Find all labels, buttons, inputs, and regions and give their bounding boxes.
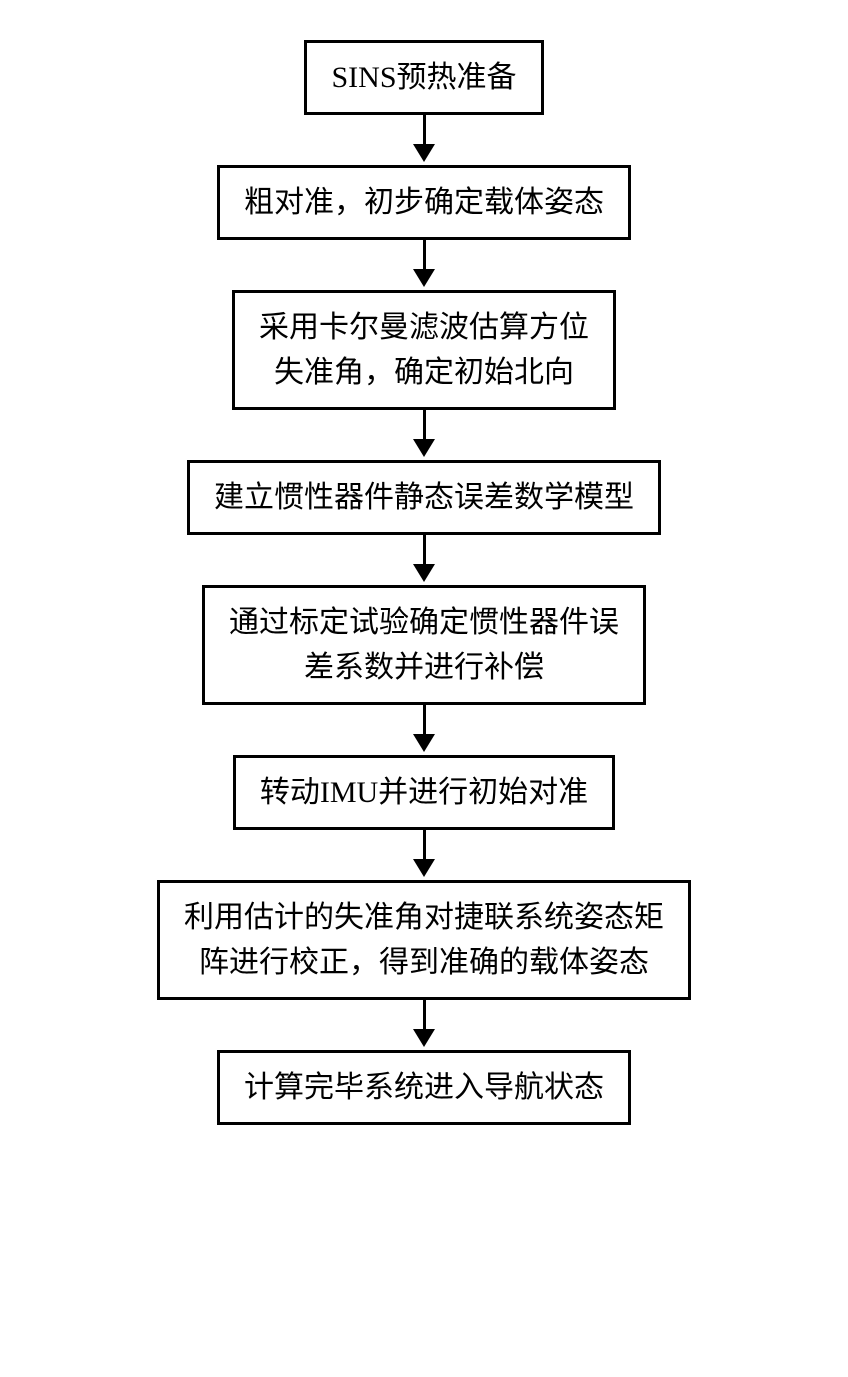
flowchart-arrow <box>413 705 435 755</box>
arrow-line <box>423 115 426 145</box>
flowchart-node: 建立惯性器件静态误差数学模型 <box>187 460 661 535</box>
arrow-line <box>423 1000 426 1030</box>
arrow-line <box>423 410 426 440</box>
arrow-head-icon <box>413 269 435 287</box>
arrow-head-icon <box>413 1029 435 1047</box>
flowchart-arrow <box>413 1000 435 1050</box>
flowchart-arrow <box>413 410 435 460</box>
flowchart-node: SINS预热准备 <box>304 40 543 115</box>
arrow-head-icon <box>413 144 435 162</box>
flowchart-node: 计算完毕系统进入导航状态 <box>217 1050 631 1125</box>
arrow-line <box>423 240 426 270</box>
flowchart-container: SINS预热准备 粗对准，初步确定载体姿态 采用卡尔曼滤波估算方位 失准角，确定… <box>157 40 691 1125</box>
arrow-head-icon <box>413 859 435 877</box>
flowchart-arrow <box>413 115 435 165</box>
arrow-line <box>423 830 426 860</box>
flowchart-node: 采用卡尔曼滤波估算方位 失准角，确定初始北向 <box>232 290 616 410</box>
flowchart-node: 通过标定试验确定惯性器件误 差系数并进行补偿 <box>202 585 646 705</box>
arrow-head-icon <box>413 564 435 582</box>
flowchart-arrow <box>413 535 435 585</box>
flowchart-arrow <box>413 240 435 290</box>
arrow-head-icon <box>413 734 435 752</box>
arrow-line <box>423 705 426 735</box>
flowchart-node: 转动IMU并进行初始对准 <box>233 755 615 830</box>
flowchart-node: 利用估计的失准角对捷联系统姿态矩 阵进行校正，得到准确的载体姿态 <box>157 880 691 1000</box>
arrow-head-icon <box>413 439 435 457</box>
flowchart-arrow <box>413 830 435 880</box>
arrow-line <box>423 535 426 565</box>
flowchart-node: 粗对准，初步确定载体姿态 <box>217 165 631 240</box>
